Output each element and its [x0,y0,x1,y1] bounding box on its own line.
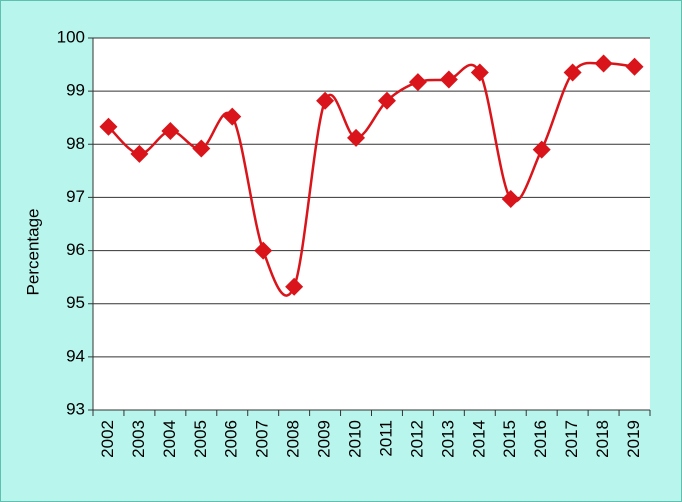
y-tick-label: 100 [57,27,85,46]
x-tick-label: 2018 [593,420,612,458]
data-point [501,190,520,209]
x-tick-label: 2006 [222,420,241,458]
plot-area [93,38,650,410]
data-point [408,73,427,92]
x-tick-label: 2009 [315,420,334,458]
x-tick-label: 2003 [129,420,148,458]
x-tick-label: 2016 [531,420,550,458]
x-tick-label: 2005 [191,420,210,458]
data-point [192,139,211,158]
x-tick-label: 2004 [160,420,179,458]
y-tick-label: 94 [66,346,85,365]
data-point [532,140,551,159]
x-tick-label: 2002 [98,420,117,458]
x-tick-label: 2019 [624,420,643,458]
data-point [439,70,458,89]
y-tick-label: 99 [66,81,85,100]
data-point [99,117,118,136]
x-tick-label: 2017 [562,420,581,458]
x-tick-label: 2010 [346,420,365,458]
x-tick-label: 2012 [407,420,426,458]
y-tick-label: 93 [66,399,85,418]
y-tick-label: 95 [66,293,85,312]
x-tick-label: 2011 [376,420,395,457]
y-tick-label: 97 [66,187,85,206]
data-point [625,57,644,76]
data-point [254,241,273,260]
x-tick-label: 2013 [438,420,457,458]
data-point [594,54,613,73]
y-tick-label: 96 [66,240,85,259]
data-point [563,63,582,82]
x-tick-label: 2014 [469,420,488,458]
data-point [377,91,396,110]
data-point [130,144,149,163]
y-axis-label: Percentage [23,209,42,296]
y-tick-label: 98 [66,134,85,153]
x-tick-label: 2007 [253,420,272,458]
data-point [223,107,242,126]
data-point [285,277,304,296]
data-point [470,63,489,82]
data-point [316,91,335,110]
data-point [161,122,180,140]
x-tick-label: 2015 [500,420,519,458]
data-point [347,128,366,147]
x-tick-label: 2008 [284,420,303,458]
